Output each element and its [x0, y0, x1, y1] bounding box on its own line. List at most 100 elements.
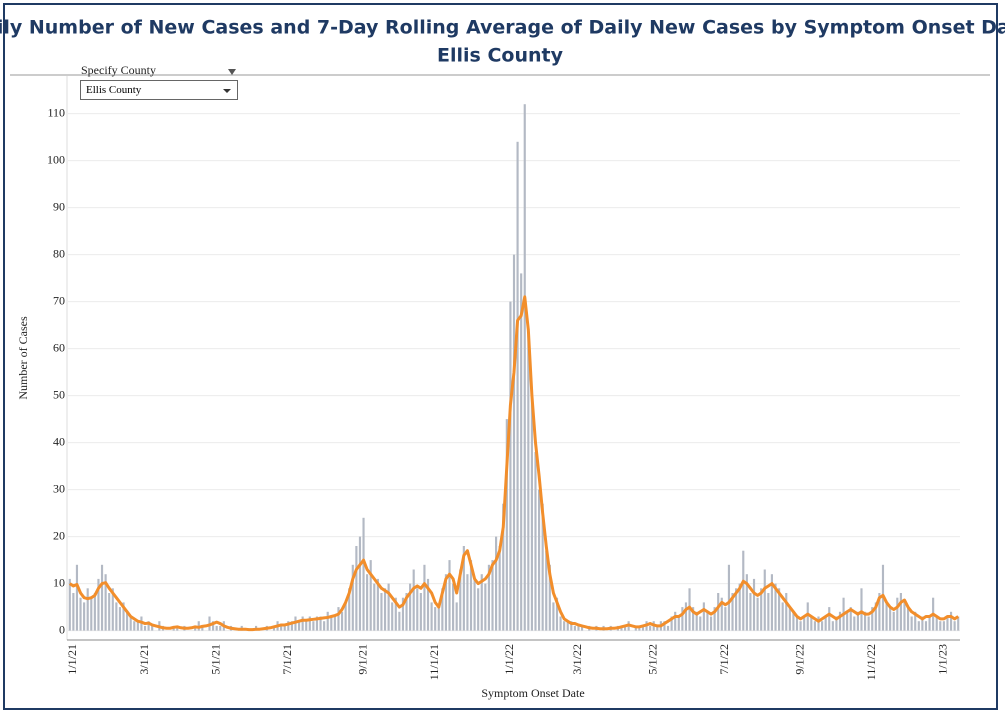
bar: [577, 625, 580, 631]
rolling-average-line: [68, 295, 960, 632]
bar: [949, 611, 953, 631]
bar: [97, 578, 100, 631]
bar: [785, 593, 788, 631]
bar: [473, 578, 476, 631]
bar: [745, 574, 748, 631]
x-tick-label: 9/1/22: [792, 644, 806, 675]
county-dropdown[interactable]: Ellis County: [80, 80, 238, 100]
bar: [928, 616, 931, 631]
bar: [405, 593, 408, 631]
dropdown-value[interactable]: Ellis County: [86, 84, 142, 96]
x-tick-label: 1/1/23: [936, 644, 950, 675]
x-tick-label: 7/1/21: [280, 644, 294, 675]
bar: [516, 141, 519, 631]
bar: [369, 560, 372, 631]
bar: [738, 583, 741, 631]
bar: [813, 621, 816, 631]
bar: [118, 607, 122, 631]
bar: [656, 625, 659, 631]
bar: [151, 625, 154, 631]
bar: [351, 564, 354, 631]
chart-subtitle: Ellis County: [437, 45, 564, 67]
bar: [552, 602, 555, 631]
bar: [889, 607, 892, 631]
bar: [90, 597, 93, 631]
bar: [491, 560, 494, 631]
bar: [677, 616, 680, 631]
bar: [799, 621, 802, 631]
bar: [684, 602, 688, 631]
bar: [297, 621, 301, 631]
bar: [305, 621, 308, 631]
bar: [412, 569, 415, 631]
bar: [319, 616, 322, 631]
bar: [391, 602, 394, 631]
bar: [115, 602, 118, 631]
dropdown-arrow[interactable]: [223, 89, 231, 93]
bar: [215, 625, 218, 631]
filter-menu-arrow[interactable]: [228, 69, 236, 75]
bar: [946, 616, 949, 631]
bar: [817, 616, 820, 631]
bar: [924, 621, 928, 631]
bar: [906, 607, 910, 631]
bar: [666, 625, 670, 631]
bar: [559, 616, 562, 631]
bar: [520, 273, 523, 631]
bar: [394, 597, 397, 631]
bar: [409, 583, 412, 631]
bar: [892, 611, 895, 631]
bar: [455, 602, 458, 631]
bar: [623, 625, 627, 631]
bar: [219, 625, 222, 631]
x-tick-label: 7/1/22: [717, 644, 731, 675]
bar: [326, 611, 329, 631]
bar: [770, 574, 774, 631]
bar: [763, 569, 766, 631]
bar: [649, 625, 652, 631]
bar: [104, 574, 107, 631]
bar: [795, 616, 799, 631]
bar: [287, 621, 290, 631]
bar: [355, 546, 358, 631]
bar: [863, 611, 867, 631]
bar: [899, 593, 902, 631]
bar: [731, 593, 734, 631]
bar: [706, 611, 709, 631]
bar: [430, 602, 433, 631]
bar: [670, 616, 673, 631]
bar: [760, 588, 763, 631]
bar: [72, 593, 75, 631]
y-tick-label: 100: [47, 152, 65, 166]
bar: [756, 597, 759, 631]
bar: [856, 611, 859, 631]
bar: [462, 546, 465, 631]
bar: [459, 569, 462, 631]
bar: [315, 616, 319, 631]
bar: [312, 621, 315, 631]
x-tick-label: 5/1/22: [645, 644, 659, 675]
bar: [580, 625, 584, 631]
bar: [788, 607, 791, 631]
bar: [201, 625, 204, 631]
bar: [538, 489, 541, 631]
filter-label: Specify County: [81, 63, 156, 77]
bar: [727, 564, 731, 631]
bar: [953, 621, 956, 631]
bar: [290, 621, 293, 631]
bar: [505, 419, 508, 631]
y-tick-label: 110: [47, 105, 65, 119]
bar: [283, 625, 286, 631]
bar: [280, 625, 283, 631]
chart-title: Daily Number of New Cases and 7-Day Roll…: [0, 17, 1005, 39]
bar: [108, 593, 111, 631]
bar: [527, 334, 530, 631]
bar: [846, 611, 849, 631]
x-tick-label: 1/1/22: [502, 644, 516, 675]
bar: [774, 583, 777, 631]
bar: [885, 602, 888, 631]
bar: [416, 588, 419, 631]
bar: [792, 611, 795, 631]
bar: [362, 517, 365, 631]
bar: [545, 550, 548, 631]
